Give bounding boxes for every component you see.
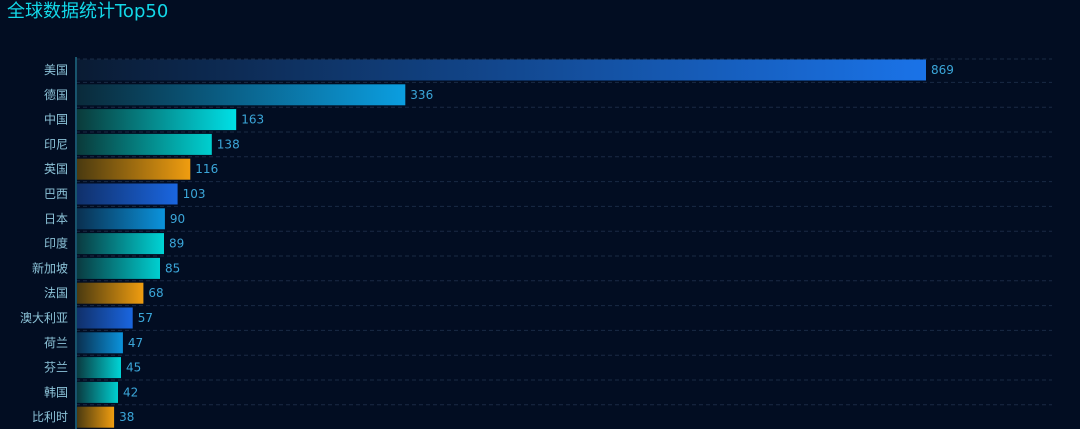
bar[interactable] (77, 332, 123, 354)
category-label: 美国 (44, 63, 68, 77)
category-label: 德国 (44, 87, 68, 102)
category-label: 日本 (44, 212, 68, 226)
bar[interactable] (77, 208, 165, 230)
bar[interactable] (77, 109, 237, 131)
bar[interactable] (77, 357, 121, 379)
category-label: 芬兰 (44, 361, 68, 375)
category-label: 澳大利亚 (20, 311, 68, 325)
value-label: 103 (183, 187, 206, 201)
value-label: 869 (931, 63, 954, 77)
category-label: 法国 (44, 286, 68, 300)
grid-lines (76, 58, 1052, 406)
value-label: 68 (148, 286, 163, 300)
value-label: 89 (169, 237, 184, 251)
bar[interactable] (77, 257, 160, 279)
bar[interactable] (77, 307, 133, 329)
value-label: 116 (195, 162, 218, 176)
bar[interactable] (77, 406, 115, 428)
category-label: 韩国 (44, 384, 68, 399)
value-label: 336 (410, 88, 433, 102)
category-label: 比利时 (32, 410, 68, 424)
value-label: 42 (123, 385, 138, 399)
bar[interactable] (77, 183, 178, 205)
category-label: 巴西 (44, 187, 68, 201)
bar[interactable] (77, 133, 212, 155)
value-label: 85 (165, 261, 180, 275)
category-label: 英国 (44, 162, 68, 176)
category-label: 印尼 (44, 137, 68, 151)
value-label: 38 (119, 410, 134, 424)
value-label: 90 (170, 212, 185, 226)
value-label: 138 (217, 137, 240, 151)
bars (77, 59, 926, 428)
bar[interactable] (77, 59, 926, 81)
category-label: 荷兰 (44, 336, 68, 350)
bar[interactable] (77, 381, 118, 403)
category-label: 新加坡 (32, 260, 68, 275)
bar[interactable] (77, 233, 164, 255)
value-label: 57 (138, 311, 153, 325)
chart-title: 全球数据统计Top50 (7, 1, 169, 22)
category-label: 中国 (44, 112, 68, 127)
bar[interactable] (77, 158, 191, 180)
category-label: 印度 (44, 236, 68, 251)
value-label: 45 (126, 361, 141, 375)
bar[interactable] (77, 282, 144, 304)
value-label: 163 (241, 113, 264, 127)
value-label: 47 (128, 336, 143, 350)
bar[interactable] (77, 84, 406, 106)
